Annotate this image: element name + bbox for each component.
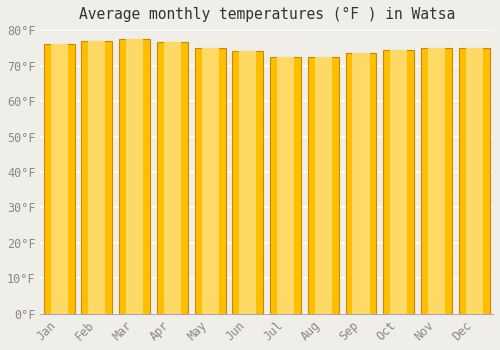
Bar: [119, 39, 150, 314]
Bar: [240, 51, 256, 314]
Bar: [277, 57, 294, 314]
Bar: [194, 48, 226, 314]
Bar: [315, 57, 332, 314]
Bar: [82, 41, 112, 314]
Bar: [428, 48, 445, 314]
Bar: [384, 50, 414, 314]
Bar: [421, 48, 452, 314]
Bar: [126, 39, 143, 314]
Bar: [458, 48, 490, 314]
Bar: [88, 41, 106, 314]
Bar: [44, 44, 74, 314]
Bar: [50, 44, 68, 314]
Bar: [232, 51, 264, 314]
Bar: [352, 53, 370, 314]
Bar: [390, 50, 407, 314]
Title: Average monthly temperatures (°F ) in Watsa: Average monthly temperatures (°F ) in Wa…: [78, 7, 455, 22]
Bar: [308, 57, 338, 314]
Bar: [466, 48, 482, 314]
Bar: [157, 42, 188, 314]
Bar: [346, 53, 376, 314]
Bar: [202, 48, 218, 314]
Bar: [164, 42, 181, 314]
Bar: [270, 57, 301, 314]
